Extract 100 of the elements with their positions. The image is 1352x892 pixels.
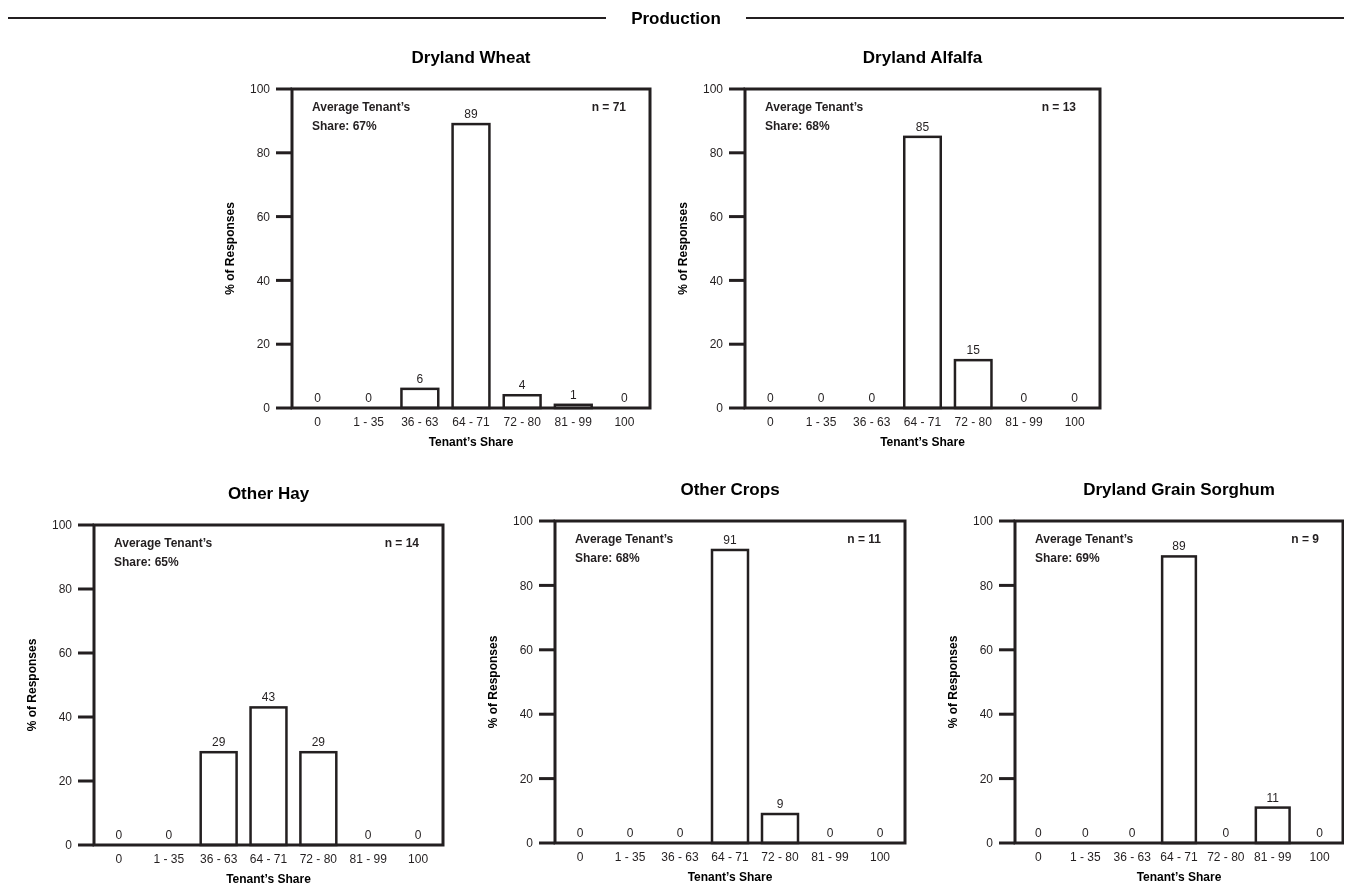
data-label: 0	[115, 828, 123, 842]
data-label: 0	[621, 391, 629, 405]
y-tick-label: 100	[972, 514, 994, 529]
data-label: 0	[767, 391, 775, 405]
annotation: Average Tenant’s Share: 67%	[312, 100, 411, 133]
annotation: Average Tenant’s Share: 68%	[575, 532, 674, 565]
data-label: 43	[261, 690, 276, 705]
y-tick-label: 60	[709, 209, 724, 224]
x-tick-label: 100	[408, 852, 429, 866]
x-tick-label: 0	[767, 415, 775, 429]
x-tick-label: 72 - 80	[299, 852, 338, 866]
x-tick-label: 72 - 80	[954, 415, 993, 429]
x-axis-title: Tenant’s Share	[1136, 870, 1222, 884]
y-axis-title: % of Responses	[676, 201, 690, 295]
annotation: n = 14	[384, 536, 420, 550]
data-label: 0	[1222, 826, 1230, 840]
annotation: Average Tenant’s Share: 69%	[1035, 532, 1134, 565]
x-tick-label: 64 - 71	[249, 852, 288, 866]
x-tick-label: 0	[576, 850, 584, 864]
y-axis-title: % of Responses	[25, 638, 39, 732]
y-tick-label: 60	[256, 209, 271, 224]
x-tick-label: 36 - 63	[401, 415, 439, 429]
data-label: 0	[165, 828, 173, 842]
chart-title: Other Hay	[227, 484, 310, 503]
x-tick-label: 64 - 71	[452, 415, 491, 429]
x-tick-label: 72 - 80	[761, 850, 800, 864]
data-label: 0	[868, 391, 876, 405]
x-tick-label: 64 - 71	[903, 415, 942, 429]
data-label: 0	[626, 826, 634, 840]
y-tick-label: 20	[256, 337, 271, 352]
chart-title: Other Crops	[680, 480, 780, 499]
data-label: 0	[876, 826, 884, 840]
y-tick-label: 80	[979, 578, 994, 593]
data-label: 1	[569, 387, 577, 402]
y-tick-label: 0	[716, 401, 724, 416]
data-label: 29	[311, 735, 326, 750]
y-tick-label: 100	[249, 82, 271, 97]
y-tick-label: 100	[51, 518, 73, 533]
y-tick-label: 60	[519, 643, 534, 657]
x-axis-title: Tenant’s Share	[226, 872, 312, 886]
y-axis-title: % of Responses	[223, 201, 237, 295]
x-tick-label: 64 - 71	[1160, 850, 1199, 864]
x-tick-label: 72 - 80	[503, 415, 542, 429]
data-label: 0	[314, 391, 322, 405]
data-label: 0	[826, 826, 834, 840]
x-axis-title: Tenant’s Share	[880, 435, 966, 449]
chart-title: Dryland Alfalfa	[862, 48, 983, 67]
y-tick-label: 20	[979, 771, 994, 786]
y-tick-label: 80	[709, 146, 724, 160]
data-label: 0	[1020, 391, 1028, 405]
y-tick-label: 0	[263, 401, 271, 416]
data-label: 0	[365, 391, 373, 405]
x-tick-label: 64 - 71	[711, 850, 750, 864]
annotation: Average Tenant’s Share: 68%	[765, 100, 864, 133]
data-label: 0	[1081, 826, 1089, 840]
x-tick-label: 36 - 63	[661, 850, 700, 864]
x-tick-label: 1 - 35	[614, 850, 646, 864]
y-tick-label: 40	[256, 273, 271, 288]
data-label: 91	[723, 532, 737, 547]
y-tick-label: 100	[512, 514, 534, 529]
y-tick-label: 40	[58, 710, 73, 725]
data-label: 0	[1316, 826, 1324, 840]
y-axis-title: % of Responses	[946, 635, 960, 729]
annotation: n = 9	[1291, 532, 1320, 546]
y-tick-label: 40	[519, 707, 534, 722]
y-tick-label: 80	[256, 146, 271, 160]
y-tick-label: 20	[58, 774, 73, 789]
data-label: 0	[1071, 391, 1079, 405]
data-label: 0	[1035, 826, 1043, 840]
data-label: 11	[1266, 790, 1280, 805]
y-tick-label: 0	[65, 838, 73, 853]
data-label: 89	[464, 107, 478, 122]
data-label: 89	[1172, 539, 1186, 554]
x-tick-label: 81 - 99	[349, 852, 388, 866]
y-tick-label: 0	[526, 836, 534, 851]
x-tick-label: 36 - 63	[853, 415, 891, 429]
x-tick-label: 0	[1035, 850, 1043, 864]
data-label: 0	[414, 828, 422, 842]
x-axis-title: Tenant’s Share	[687, 870, 773, 884]
data-label: 29	[211, 735, 226, 750]
x-tick-label: 0	[314, 415, 322, 429]
y-tick-label: 40	[979, 707, 994, 722]
x-tick-label: 100	[869, 850, 891, 864]
data-label: 85	[915, 119, 930, 134]
y-axis-title: % of Responses	[486, 635, 500, 729]
data-label: 0	[576, 826, 584, 840]
data-label: 15	[966, 343, 981, 358]
x-tick-label: 72 - 80	[1207, 850, 1245, 864]
data-label: 6	[416, 371, 424, 386]
x-tick-label: 1 - 35	[805, 415, 837, 429]
data-label: 0	[817, 391, 825, 405]
x-tick-label: 81 - 99	[554, 415, 593, 429]
x-tick-label: 1 - 35	[153, 852, 185, 866]
x-tick-label: 36 - 63	[1113, 850, 1152, 864]
y-tick-label: 40	[709, 273, 724, 288]
x-tick-label: 36 - 63	[199, 852, 238, 866]
y-tick-label: 80	[519, 578, 534, 593]
chart-title: Dryland Wheat	[411, 48, 531, 67]
data-label: 0	[364, 828, 372, 842]
data-label: 9	[776, 797, 784, 812]
